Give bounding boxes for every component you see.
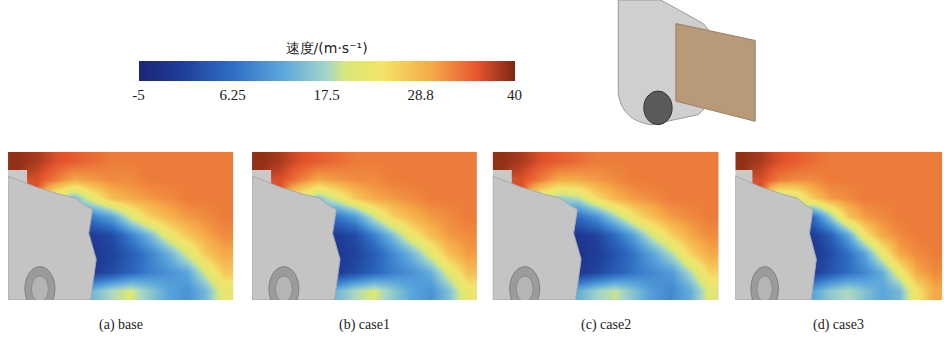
svg-text:28.8: 28.8 <box>407 87 433 103</box>
svg-text:(d) case3: (d) case3 <box>813 317 864 333</box>
svg-text:(c) case2: (c) case2 <box>581 317 631 333</box>
svg-text:(a) base: (a) base <box>99 317 143 333</box>
svg-text:速度/(m·s⁻¹): 速度/(m·s⁻¹) <box>286 40 368 56</box>
svg-text:-5: -5 <box>132 87 145 103</box>
svg-text:40: 40 <box>507 87 522 103</box>
svg-text:6.25: 6.25 <box>219 87 245 103</box>
svg-text:(b) case1: (b) case1 <box>339 317 390 333</box>
svg-text:17.5: 17.5 <box>313 87 339 103</box>
